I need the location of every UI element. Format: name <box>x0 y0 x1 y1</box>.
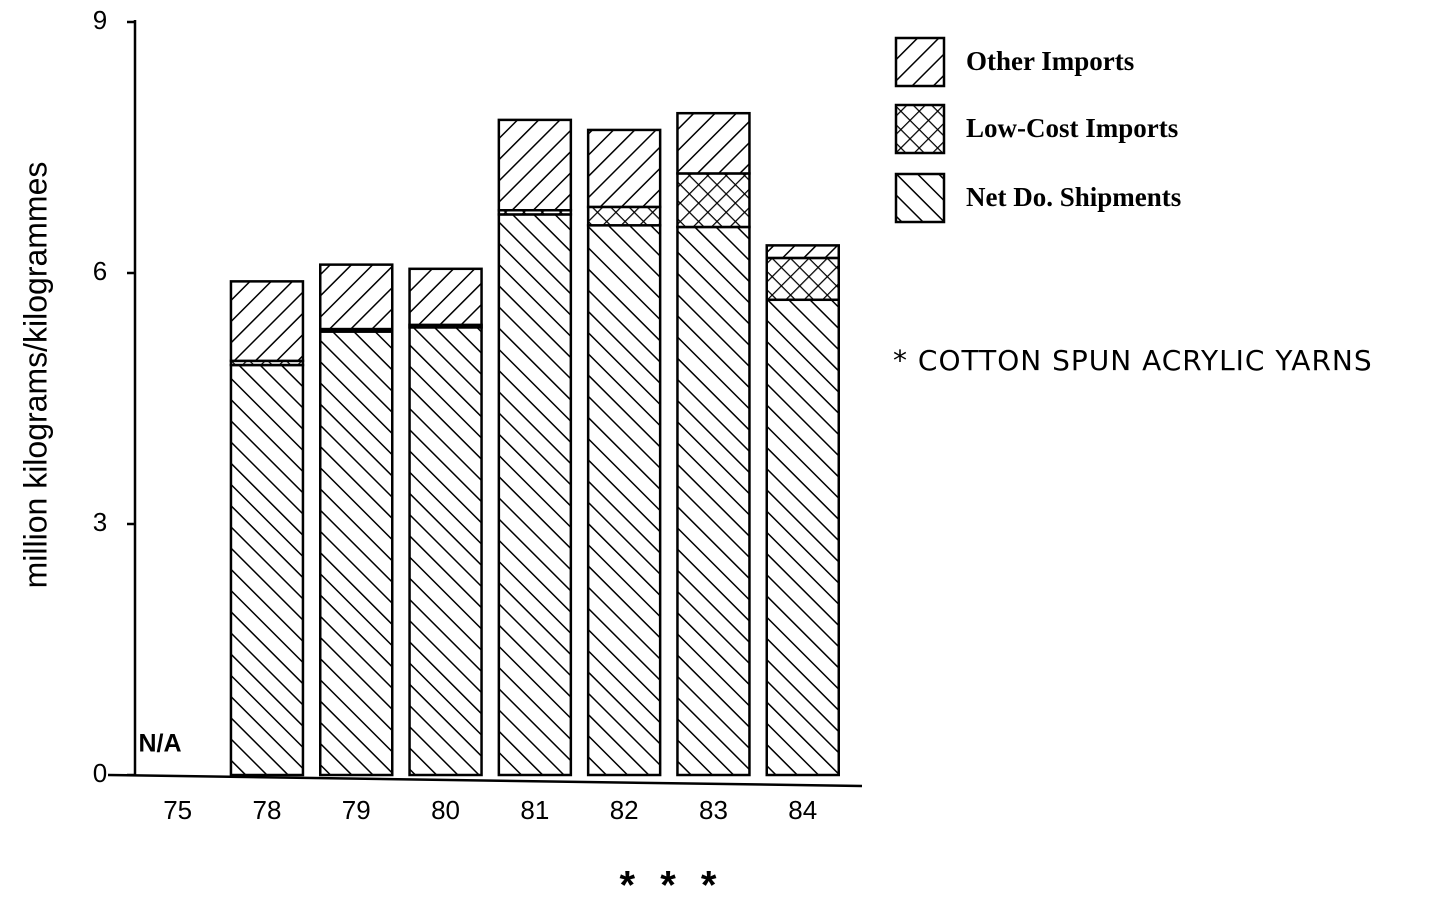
legend-label: Low-Cost Imports <box>966 113 1178 143</box>
legend-swatch <box>894 36 946 88</box>
bar-segment <box>497 213 573 777</box>
bar-segment <box>765 244 840 260</box>
footer-stars: * * * <box>620 864 717 901</box>
bar-segment <box>676 225 751 777</box>
x-tick-label: 82 <box>610 795 639 825</box>
legend-swatch <box>894 172 946 224</box>
bar-segment <box>586 224 662 777</box>
bar-segment <box>229 280 305 363</box>
y-tick-label: 6 <box>93 256 107 286</box>
y-tick-label: 0 <box>93 758 107 788</box>
x-tick-label: 81 <box>520 795 549 825</box>
bar-segment <box>319 263 394 331</box>
bar-segment <box>586 128 662 209</box>
x-tick-label: 84 <box>788 795 817 825</box>
x-tick-label: 79 <box>342 795 371 825</box>
x-tick-label: 75 <box>163 795 192 825</box>
legend-swatch <box>894 103 946 155</box>
x-tick-label: 78 <box>252 795 281 825</box>
bar-segment <box>586 205 662 227</box>
bar-segment <box>229 363 305 777</box>
legend-label: Net Do. Shipments <box>966 182 1181 212</box>
y-axis-label: million kilograms/kilogrammes <box>17 162 53 589</box>
note: * COTTON SPUN ACRYLIC YARNS <box>893 344 1373 377</box>
y-tick-label: 3 <box>93 507 107 537</box>
x-tick-label: 83 <box>699 795 728 825</box>
bar-segment <box>408 326 483 777</box>
bar-segment <box>676 111 751 175</box>
bar-segment <box>497 118 573 212</box>
bar-segment <box>765 256 840 302</box>
x-tick-label: 80 <box>431 795 460 825</box>
bar-segment <box>408 267 483 327</box>
legend-label: Other Imports <box>966 46 1134 76</box>
x-axis <box>107 773 863 788</box>
bar-segment <box>319 330 394 777</box>
bar-segment <box>676 172 751 229</box>
bar-segment <box>765 298 840 777</box>
na-label: N/A <box>138 730 181 758</box>
y-tick-label: 9 <box>93 5 107 35</box>
